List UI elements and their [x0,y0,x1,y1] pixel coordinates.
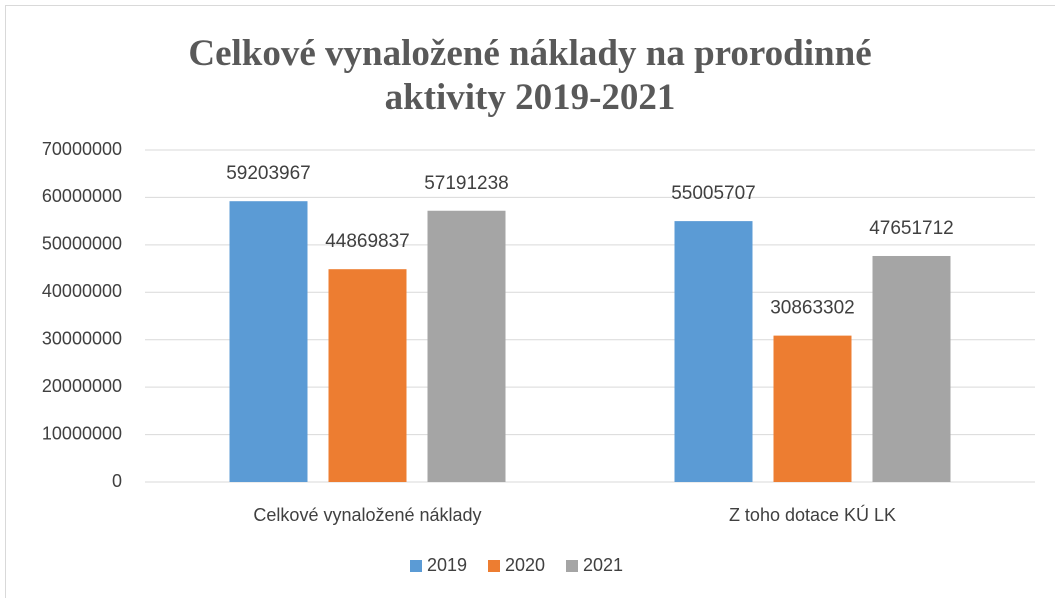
data-label: 57191238 [424,173,509,194]
legend-label: 2019 [427,555,467,575]
data-label: 59203967 [226,163,311,184]
data-label: 44869837 [325,231,410,252]
legend-label: 2021 [583,555,623,575]
y-tick-label: 40000000 [42,281,122,301]
bar [872,255,951,482]
y-tick-label: 50000000 [42,234,122,254]
data-label: 47651712 [869,218,954,239]
chart-title: Celkové vynaložené náklady na prorodinné… [188,33,872,118]
legend-swatch [410,560,422,572]
legend-label: 2020 [505,555,545,575]
y-tick-label: 30000000 [42,328,122,348]
legend-swatch [488,560,500,572]
legend-swatch [566,560,578,572]
bar [229,201,308,482]
x-tick-label: Z toho dotace KÚ LK [729,504,896,525]
bar [773,335,852,482]
data-label: 55005707 [671,183,756,204]
y-tick-label: 20000000 [42,376,122,396]
data-label: 30863302 [770,298,855,319]
bar [328,269,407,482]
y-tick-label: 70000000 [42,139,122,159]
y-tick-label: 60000000 [42,186,122,206]
bar [427,210,506,482]
chart-border [5,5,1055,598]
x-tick-label: Celkové vynaložené náklady [253,505,481,525]
y-tick-label: 0 [112,471,122,491]
bar [674,221,753,482]
y-tick-label: 10000000 [42,423,122,443]
